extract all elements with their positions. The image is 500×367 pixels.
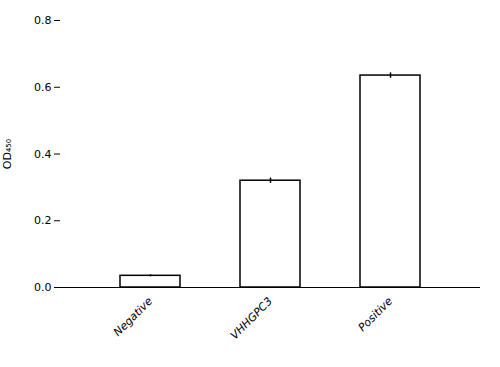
svg-text:Negative: Negative	[111, 295, 155, 339]
svg-text:0.4: 0.4	[34, 148, 52, 161]
svg-text:0.8: 0.8	[34, 14, 52, 27]
svg-text:0.2: 0.2	[34, 214, 52, 227]
svg-text:OD₄₅₀: OD₄₅₀	[1, 138, 14, 169]
svg-text:VHHGPC3: VHHGPC3	[228, 295, 275, 342]
svg-text:0.6: 0.6	[34, 81, 52, 94]
svg-text:0.0: 0.0	[34, 281, 52, 294]
svg-text:Positive: Positive	[356, 295, 396, 335]
